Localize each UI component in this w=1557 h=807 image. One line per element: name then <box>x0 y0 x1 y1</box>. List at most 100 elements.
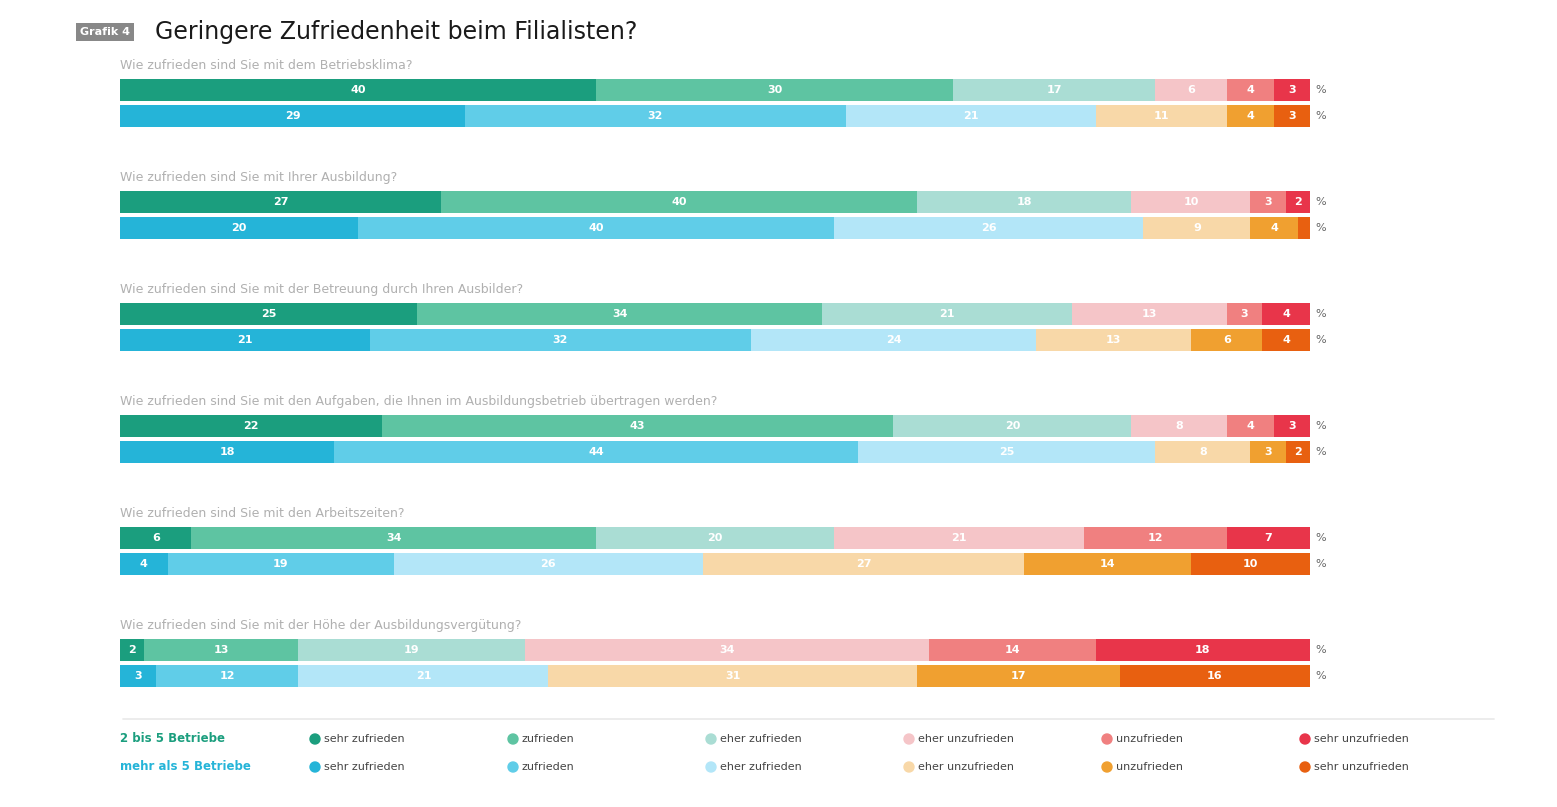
Text: 6: 6 <box>151 533 160 543</box>
Text: %: % <box>1316 223 1325 233</box>
Bar <box>917 665 1119 687</box>
Bar <box>1155 79 1227 101</box>
Bar <box>371 329 750 351</box>
Text: 13: 13 <box>1141 309 1157 319</box>
Circle shape <box>905 734 914 744</box>
Text: %: % <box>1316 447 1325 457</box>
Text: 4: 4 <box>1247 85 1255 95</box>
Bar <box>750 329 1037 351</box>
Bar <box>835 217 1143 239</box>
Text: 34: 34 <box>719 645 735 655</box>
Text: 18: 18 <box>1017 197 1032 207</box>
Text: 3: 3 <box>1264 197 1272 207</box>
Text: 3: 3 <box>1241 309 1249 319</box>
Bar <box>845 105 1096 127</box>
Text: %: % <box>1316 309 1325 319</box>
Bar <box>1274 79 1309 101</box>
Text: 40: 40 <box>350 85 366 95</box>
Text: 12: 12 <box>220 671 235 681</box>
Text: 43: 43 <box>631 421 646 431</box>
Text: eher unzufrieden: eher unzufrieden <box>919 734 1014 744</box>
Text: 4: 4 <box>1283 335 1291 345</box>
Text: 25: 25 <box>1000 447 1014 457</box>
Text: sehr zufrieden: sehr zufrieden <box>324 734 405 744</box>
Circle shape <box>508 734 518 744</box>
Bar <box>192 527 596 549</box>
Bar <box>953 79 1155 101</box>
Text: 4: 4 <box>1247 421 1255 431</box>
Text: 2 bis 5 Betriebe: 2 bis 5 Betriebe <box>120 733 226 746</box>
Bar <box>1263 329 1309 351</box>
Text: 17: 17 <box>1010 671 1026 681</box>
Text: 17: 17 <box>1046 85 1062 95</box>
Text: %: % <box>1316 197 1325 207</box>
Text: 2: 2 <box>1294 197 1302 207</box>
Bar <box>381 415 894 437</box>
Text: Wie zufrieden sind Sie mit der Betreuung durch Ihren Ausbilder?: Wie zufrieden sind Sie mit der Betreuung… <box>120 283 523 296</box>
Bar <box>120 527 192 549</box>
Text: 19: 19 <box>403 645 419 655</box>
Text: 13: 13 <box>213 645 229 655</box>
Bar <box>1096 639 1309 661</box>
Text: 3: 3 <box>1288 111 1295 121</box>
Bar <box>120 415 381 437</box>
Bar <box>120 79 596 101</box>
Text: eher unzufrieden: eher unzufrieden <box>919 762 1014 772</box>
Text: 7: 7 <box>1264 533 1272 543</box>
Bar <box>1025 553 1191 575</box>
Bar <box>1119 665 1309 687</box>
Bar <box>120 303 417 325</box>
Text: 4: 4 <box>1247 111 1255 121</box>
Text: 2: 2 <box>128 645 135 655</box>
Bar <box>596 527 835 549</box>
Text: %: % <box>1316 335 1325 345</box>
Bar <box>917 191 1132 213</box>
Circle shape <box>310 762 321 772</box>
Text: 3: 3 <box>1288 85 1295 95</box>
Text: Grafik 4: Grafik 4 <box>79 27 129 37</box>
Text: 25: 25 <box>262 309 277 319</box>
Text: %: % <box>1316 533 1325 543</box>
Bar <box>358 217 835 239</box>
Text: 3: 3 <box>1288 421 1295 431</box>
Bar <box>1227 79 1274 101</box>
Bar <box>822 303 1073 325</box>
Bar <box>1191 553 1309 575</box>
Text: 34: 34 <box>386 533 402 543</box>
Text: 6: 6 <box>1222 335 1230 345</box>
Text: 27: 27 <box>272 197 288 207</box>
Bar <box>156 665 299 687</box>
Text: 12: 12 <box>1148 533 1163 543</box>
Text: 2: 2 <box>1294 447 1302 457</box>
Text: 3: 3 <box>134 671 142 681</box>
Text: %: % <box>1316 559 1325 569</box>
Bar <box>120 105 466 127</box>
Bar <box>1073 303 1227 325</box>
Bar <box>704 553 1025 575</box>
Circle shape <box>705 734 716 744</box>
Text: 27: 27 <box>856 559 872 569</box>
Text: 21: 21 <box>416 671 431 681</box>
Bar <box>1084 527 1227 549</box>
Bar <box>120 639 143 661</box>
Text: 21: 21 <box>964 111 979 121</box>
Bar <box>1191 329 1263 351</box>
Circle shape <box>310 734 321 744</box>
Text: Wie zufrieden sind Sie mit dem Betriebsklima?: Wie zufrieden sind Sie mit dem Betriebsk… <box>120 59 413 72</box>
Text: 21: 21 <box>939 309 954 319</box>
Bar <box>168 553 394 575</box>
Text: 11: 11 <box>1154 111 1169 121</box>
Bar <box>120 191 441 213</box>
Bar <box>1286 191 1309 213</box>
Bar <box>1250 217 1299 239</box>
Text: 10: 10 <box>1242 559 1258 569</box>
Circle shape <box>705 762 716 772</box>
Bar <box>1299 217 1309 239</box>
Text: 32: 32 <box>553 335 568 345</box>
Text: 8: 8 <box>1199 447 1207 457</box>
Bar <box>1132 191 1250 213</box>
Circle shape <box>508 762 518 772</box>
Bar <box>1263 303 1309 325</box>
Text: 6: 6 <box>1186 85 1194 95</box>
Bar <box>1274 105 1309 127</box>
